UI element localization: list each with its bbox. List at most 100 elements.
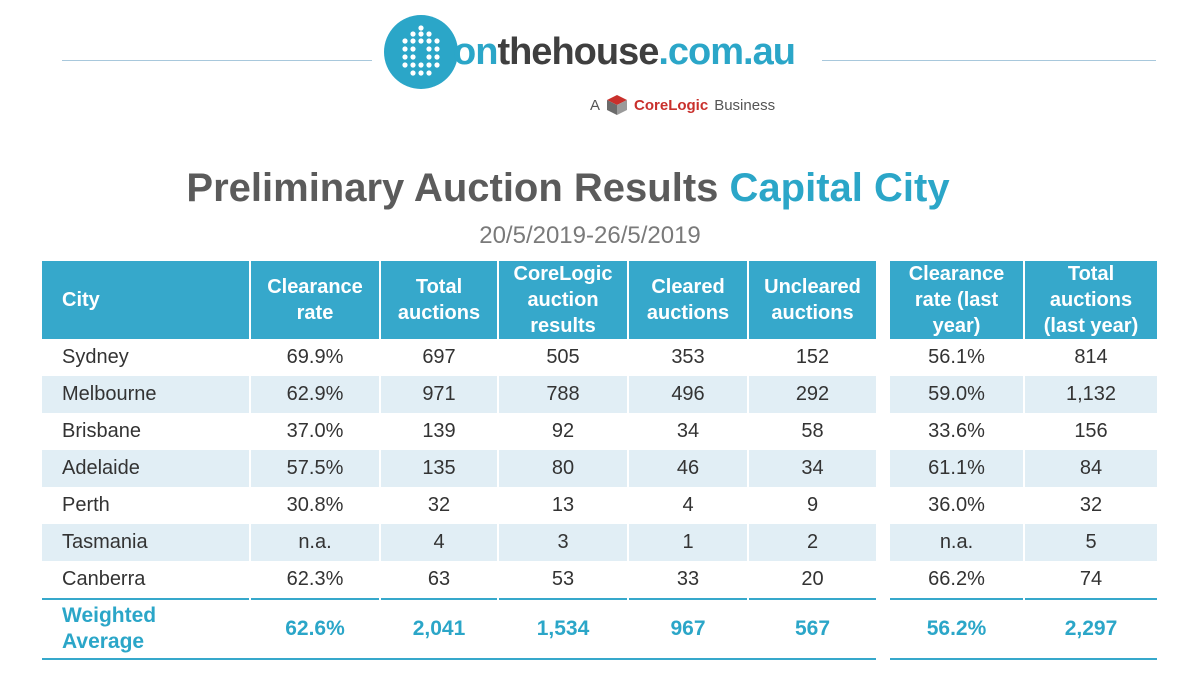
city-name-cell: Sydney <box>62 346 129 368</box>
table-cell: 46 <box>627 450 748 487</box>
logo-on: on <box>453 31 498 73</box>
city-name-cell: Tasmania <box>42 524 250 561</box>
table-cell: 74 <box>1023 561 1157 599</box>
table-cell: 66.2% <box>928 568 985 590</box>
logo-tagline: A CoreLogic Business <box>590 94 775 116</box>
table-cell: 32 <box>379 487 498 524</box>
table-cell: 9 <box>747 487 876 524</box>
header-total-auctions-last-year: Total auctions (last year) <box>1023 261 1157 339</box>
city-name-cell: Melbourne <box>42 376 250 413</box>
weighted-average-cell: 2,041 <box>379 598 498 660</box>
table-cell: 80 <box>497 450 628 487</box>
header-total-auctions: Total auctions <box>379 261 498 339</box>
table-cell: 4 <box>627 487 748 524</box>
table-cell: n.a. <box>249 524 380 561</box>
weighted-average-row: Weighted Average 62.6% 2,041 1,534 967 567 <box>42 598 876 660</box>
table-cell: 788 <box>497 376 628 413</box>
table-cell: 62.9% <box>249 376 380 413</box>
table-cell: 56.1% <box>928 346 985 368</box>
table-cell: 33 <box>627 561 748 599</box>
table-row: 33.6% 156 <box>890 413 1157 450</box>
city-name-cell: Brisbane <box>62 420 141 442</box>
table-cell: 36.0% <box>928 494 985 516</box>
table-cell: 30.8% <box>249 487 380 524</box>
table-cell: 62.3% <box>249 561 380 599</box>
table-cell: 69.9% <box>249 339 380 376</box>
table-cell: 59.0% <box>890 376 1024 413</box>
table-header-row: Clearance rate (last year) Total auction… <box>890 261 1157 339</box>
table-cell: 3 <box>497 524 628 561</box>
onthehouse-logo[interactable]: onthehouse.com.au A CoreLogic Business <box>383 14 803 124</box>
title-accent: Capital City <box>729 166 950 210</box>
weighted-average-cell: 567 <box>747 598 876 660</box>
table-row: 59.0% 1,132 <box>890 376 1157 413</box>
weighted-average-cell: 967 <box>627 598 748 660</box>
table-header-row: City Clearance rate Total auctions CoreL… <box>42 261 876 339</box>
table-cell: 5 <box>1023 524 1157 561</box>
table-cell: 4 <box>379 524 498 561</box>
auction-results-table: City Clearance rate Total auctions CoreL… <box>42 261 876 660</box>
weighted-average-cell: 62.6% <box>249 598 380 660</box>
table-row: Melbourne 62.9% 971 788 496 292 <box>42 376 876 413</box>
table-cell: 63 <box>379 561 498 599</box>
header-city: City <box>42 261 250 339</box>
title-main: Preliminary Auction Results <box>186 166 719 210</box>
corelogic-cube-icon <box>607 95 628 115</box>
table-cell: 53 <box>497 561 628 599</box>
table-cell: 34 <box>747 450 876 487</box>
tagline-suffix: Business <box>714 96 776 114</box>
weighted-average-cell: 2,297 <box>1023 598 1157 660</box>
table-row: Sydney 69.9% 697 505 353 152 <box>42 339 876 376</box>
table-row: 36.0% 32 <box>890 487 1157 524</box>
onthehouse-house-icon <box>384 15 458 89</box>
logo-tld: .com.au <box>658 31 796 73</box>
last-year-table: Clearance rate (last year) Total auction… <box>890 261 1157 660</box>
header-corelogic-results: CoreLogic auction results <box>497 261 628 339</box>
weighted-average-label: Weighted Average <box>62 604 157 653</box>
table-row: 66.2% 74 <box>890 561 1157 599</box>
header-clearance-rate: Clearance rate <box>249 261 380 339</box>
tagline-prefix: A <box>590 96 601 114</box>
table-cell: 37.0% <box>249 413 380 450</box>
table-row: Perth 30.8% 32 13 4 9 <box>42 487 876 524</box>
table-cell: 505 <box>497 339 628 376</box>
city-name-cell: Perth <box>62 494 110 516</box>
table-cell: 33.6% <box>928 420 985 442</box>
table-cell: 814 <box>1023 339 1157 376</box>
table-row: 61.1% 84 <box>890 450 1157 487</box>
weighted-average-cell: 56.2% <box>890 598 1024 660</box>
city-name-cell: Canberra <box>62 568 146 590</box>
logo-thehouse: thehouse <box>497 31 659 73</box>
date-range: 20/5/2019-26/5/2019 <box>479 222 701 249</box>
tagline-brand: CoreLogic <box>634 96 709 114</box>
table-cell: 34 <box>627 413 748 450</box>
weighted-average-label-cell: Weighted Average <box>42 598 250 660</box>
table-row: n.a. 5 <box>890 524 1157 561</box>
table-cell: 61.1% <box>890 450 1024 487</box>
header-rule-right <box>822 60 1156 61</box>
table-row: 56.1% 814 <box>890 339 1157 376</box>
table-cell: 84 <box>1023 450 1157 487</box>
logo-wordmark: onthehouse.com.au <box>453 31 796 73</box>
table-cell: 139 <box>379 413 498 450</box>
weighted-average-row: 56.2% 2,297 <box>890 598 1157 660</box>
city-name-cell: Adelaide <box>42 450 250 487</box>
table-cell: 92 <box>497 413 628 450</box>
table-row: Brisbane 37.0% 139 92 34 58 <box>42 413 876 450</box>
table-cell: 13 <box>497 487 628 524</box>
table-cell: 1,132 <box>1023 376 1157 413</box>
header-cleared-auctions: Cleared auctions <box>627 261 748 339</box>
table-cell: 58 <box>747 413 876 450</box>
header-rule-left <box>62 60 372 61</box>
table-cell: 292 <box>747 376 876 413</box>
table-cell: 156 <box>1023 413 1157 450</box>
table-row: Adelaide 57.5% 135 80 46 34 <box>42 450 876 487</box>
table-cell: 2 <box>747 524 876 561</box>
header-clearance-rate-last-year: Clearance rate (last year) <box>890 261 1024 339</box>
table-cell: 152 <box>747 339 876 376</box>
header-uncleared-auctions: Uncleared auctions <box>747 261 876 339</box>
table-cell: 135 <box>379 450 498 487</box>
weighted-average-cell: 1,534 <box>497 598 628 660</box>
table-cell: 57.5% <box>249 450 380 487</box>
table-cell: 1 <box>627 524 748 561</box>
